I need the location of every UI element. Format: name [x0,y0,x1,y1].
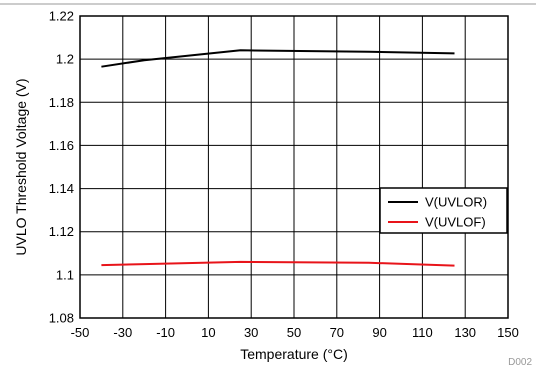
legend-label: V(UVLOF) [425,215,486,230]
x-tick-label: 90 [372,325,386,340]
data-series [101,49,455,267]
x-axis-title: Temperature (°C) [240,346,348,362]
legend: V(UVLOR) V(UVLOF) [379,187,508,234]
series-line [101,49,455,68]
x-tick-label: 130 [454,325,476,340]
legend-label: V(UVLOR) [425,195,487,210]
x-tick-labels: -50 -30 -10 10 30 50 70 90 110 130 150 [71,325,519,340]
x-tick-label: 70 [330,325,344,340]
x-tick-label: 30 [244,325,258,340]
y-tick-labels: 1.08 1.1 1.12 1.14 1.16 1.18 1.2 1.22 [49,9,74,326]
legend-box [379,187,508,234]
series-line [101,260,455,267]
x-tick-label: -10 [156,325,175,340]
grid-lines [80,16,508,318]
x-tick-label: -50 [71,325,90,340]
y-tick-label: 1.22 [49,9,74,24]
x-tick-label: -30 [113,325,132,340]
figure-id: D002 [508,357,532,368]
plot-frame [79,15,509,319]
x-tick-label: 50 [287,325,301,340]
x-tick-label: 110 [412,325,433,340]
y-tick-label: 1.1 [56,267,74,282]
y-tick-label: 1.12 [49,224,74,239]
y-tick-label: 1.08 [49,311,74,326]
y-axis-title: UVLO Threshold Voltage (V) [13,78,29,255]
y-tick-label: 1.16 [49,138,74,153]
x-tick-label: 150 [497,325,519,340]
y-tick-label: 1.14 [49,181,74,196]
y-tick-label: 1.18 [49,95,74,110]
x-tick-label: 10 [201,325,215,340]
y-tick-label: 1.2 [56,52,74,67]
